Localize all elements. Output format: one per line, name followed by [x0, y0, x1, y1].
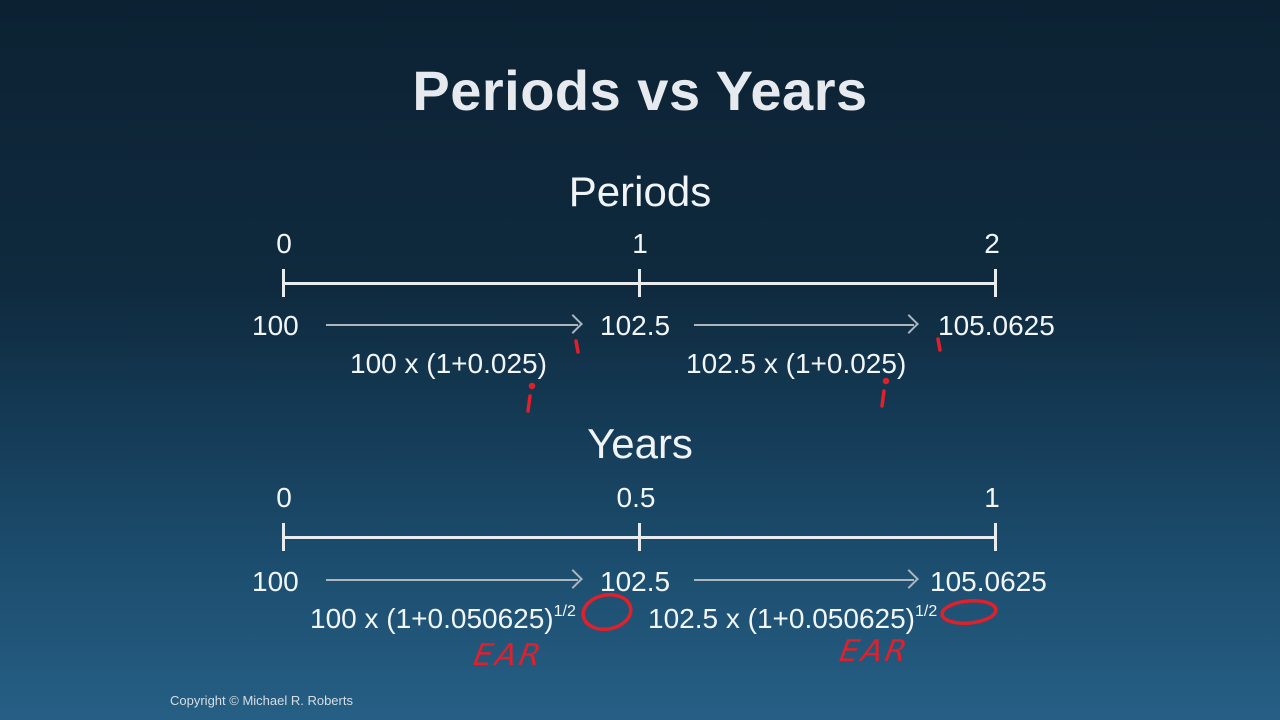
ink-mark-i-2 — [880, 389, 886, 408]
years-formula-1-text: 100 x (1+0.050625) — [310, 603, 554, 634]
copyright-notice: Copyright © Michael R. Roberts — [170, 693, 353, 708]
years-formula-1: 100 x (1+0.050625)1/2 — [310, 603, 576, 635]
periods-formula-1: 100 x (1+0.025) — [350, 348, 547, 379]
periods-arrow-1 — [326, 324, 578, 326]
periods-tick-label-1: 1 — [632, 228, 648, 259]
years-arrow-1 — [326, 579, 578, 581]
years-value-1: 102.5 — [600, 566, 671, 597]
years-formula-1-exponent: 1/2 — [553, 602, 576, 620]
periods-value-1: 102.5 — [600, 310, 671, 341]
years-formula-2-text: 102.5 x (1+0.050625) — [648, 603, 915, 634]
years-heading: Years — [587, 420, 693, 467]
ink-dot-i-1 — [528, 382, 536, 390]
years-arrow-2 — [694, 579, 914, 581]
periods-value-0: 100 — [252, 310, 299, 341]
periods-formula-2: 102.5 x (1+0.025) — [686, 348, 907, 379]
years-tick-label-0: 0 — [276, 482, 292, 513]
periods-tick-1 — [638, 269, 641, 297]
periods-tick-0 — [282, 269, 285, 297]
slide-title: Periods vs Years — [412, 59, 868, 122]
years-value-0: 100 — [252, 566, 299, 597]
periods-tick-label-0: 0 — [276, 228, 292, 259]
years-tick-0 — [282, 523, 285, 551]
ink-mark-exponent-2 — [936, 337, 942, 352]
years-value-2: 105.0625 — [930, 566, 1047, 597]
years-tick-label-2: 1 — [984, 482, 1000, 513]
ink-circle-exponent-1 — [581, 592, 633, 632]
ink-mark-exponent-1 — [574, 339, 580, 354]
years-tick-1 — [638, 523, 641, 551]
years-formula-2: 102.5 x (1+0.050625)1/2 — [648, 603, 937, 635]
periods-arrow-2 — [694, 324, 914, 326]
periods-heading: Periods — [568, 168, 712, 215]
periods-tick-label-2: 2 — [984, 228, 1000, 259]
ink-dot-i-2 — [882, 377, 890, 385]
years-tick-label-1: 0.5 — [616, 482, 656, 513]
ink-mark-i-1 — [526, 394, 532, 413]
ink-ear-label-2: EAR — [836, 634, 913, 669]
years-formula-2-exponent: 1/2 — [914, 602, 938, 620]
years-tick-2 — [994, 523, 997, 551]
ink-ear-label-1: EAR — [470, 638, 547, 673]
periods-tick-2 — [994, 269, 997, 297]
ink-circle-exponent-2 — [940, 599, 998, 625]
periods-value-2: 105.0625 — [938, 310, 1055, 341]
